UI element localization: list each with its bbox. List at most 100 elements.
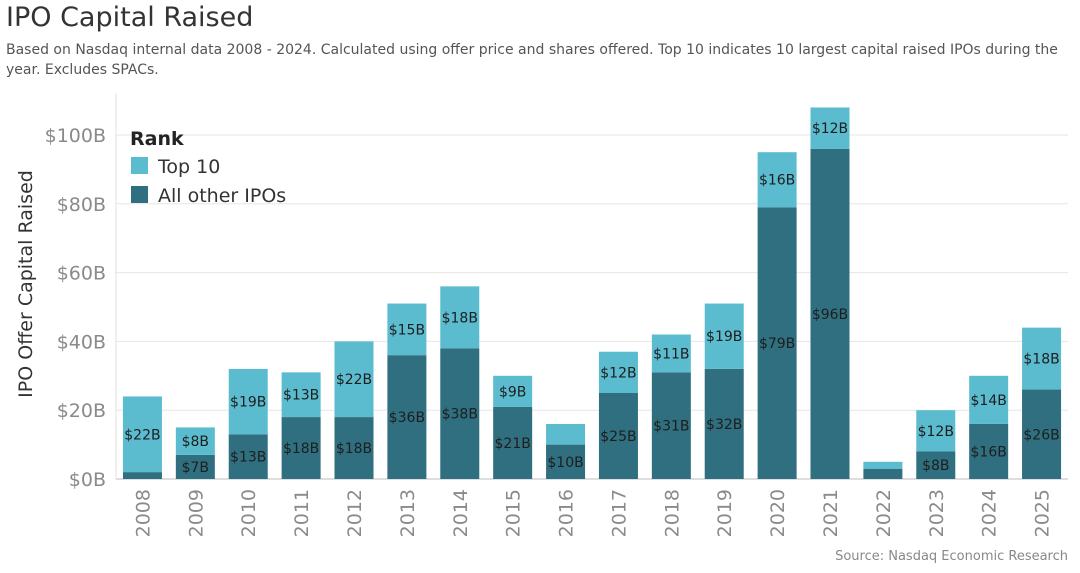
bar-top10-2012 — [334, 341, 374, 418]
bar-other-2023 — [916, 451, 956, 479]
y-tick-label: $80B — [57, 194, 106, 216]
data-label-top10-2008: $22B — [124, 427, 160, 443]
bars — [122, 107, 1062, 480]
x-tick-label: 2012 — [344, 489, 366, 537]
x-tick-label: 2009 — [185, 489, 207, 537]
data-label-other-2014: $38B — [442, 407, 478, 423]
bar-other-2024 — [969, 423, 1009, 479]
bar-top10-2011 — [281, 372, 321, 418]
bar-other-2012 — [334, 417, 374, 479]
bar-top10-2015 — [493, 375, 533, 407]
bar-other-2018 — [651, 372, 691, 479]
x-tick-label: 2018 — [661, 489, 683, 537]
data-label-other-2021: $96B — [812, 307, 848, 323]
bar-other-2017 — [598, 393, 638, 479]
legend-swatch-top10 — [131, 157, 148, 174]
data-label-top10-2014: $18B — [442, 310, 478, 326]
legend-swatch-other — [131, 186, 148, 203]
bar-top10-2018 — [651, 334, 691, 373]
data-label-top10-2018: $11B — [653, 346, 689, 362]
data-label-top10-2009: $8B — [182, 434, 209, 450]
x-tick-label: 2017 — [608, 489, 630, 537]
x-tick-label: 2014 — [450, 489, 472, 537]
data-labels: $22B $7B $8B $13B $19B $18B $13B $18B $22B $36B $1… — [124, 121, 1059, 476]
x-tick-label: 2020 — [767, 489, 789, 537]
data-label-other-2023: $8B — [922, 458, 949, 474]
bar-other-2019 — [704, 368, 744, 479]
legend-label-other: All other IPOs — [158, 185, 286, 207]
data-label-top10-2019: $19B — [706, 329, 742, 345]
bar-top10-2020 — [757, 152, 797, 208]
data-label-other-2020: $79B — [759, 336, 795, 352]
bar-other-2020 — [757, 207, 797, 480]
x-tick-label: 2023 — [926, 489, 948, 537]
data-label-other-2013: $36B — [389, 410, 425, 426]
x-tick-label: 2013 — [397, 489, 419, 537]
chart-title: IPO Capital Raised — [6, 2, 254, 33]
data-label-top10-2017: $12B — [600, 365, 636, 381]
bar-top10-2010 — [228, 368, 268, 435]
x-tick-label: 2021 — [820, 489, 842, 537]
bar-top10-2009 — [175, 427, 215, 455]
data-label-top10-2024: $14B — [971, 393, 1007, 409]
y-axis-ticks: $0B $20B $40B $60B $80B $100B — [45, 125, 106, 491]
bar-other-2014 — [440, 348, 480, 479]
x-tick-label: 2008 — [132, 489, 154, 537]
bar-other-2010 — [228, 434, 268, 479]
bar-other-2016 — [546, 444, 586, 479]
x-axis-ticks: 2008 2009 2010 2011 2012 2013 2014 2015 2016 2017… — [132, 489, 1053, 537]
data-label-top10-2012: $22B — [336, 372, 372, 388]
data-label-other-2018: $31B — [653, 419, 689, 435]
source-note: Source: Nasdaq Economic Research — [835, 549, 1068, 564]
data-label-top10-2013: $15B — [389, 322, 425, 338]
bar-other-2021 — [810, 148, 850, 479]
x-tick-label: 2010 — [238, 489, 260, 537]
legend-label-top10: Top 10 — [157, 156, 220, 178]
bar-other-2025 — [1022, 389, 1062, 479]
data-label-other-2009: $7B — [182, 460, 209, 476]
y-axis-label: IPO Offer Capital Raised — [15, 170, 37, 398]
bar-top10-2008 — [122, 396, 162, 473]
data-label-top10-2010: $19B — [230, 395, 266, 411]
data-label-other-2017: $25B — [600, 429, 636, 445]
bar-other-2009 — [175, 454, 215, 479]
x-tick-label: 2016 — [556, 489, 578, 537]
data-label-top10-2021: $12B — [812, 121, 848, 137]
bar-top10-2013 — [387, 303, 427, 356]
bar-top10-2021 — [810, 107, 850, 149]
x-tick-label: 2011 — [291, 489, 313, 537]
bar-top10-2014 — [440, 286, 480, 349]
data-label-top10-2015: $9B — [499, 384, 526, 400]
y-tick-label: $0B — [69, 469, 106, 491]
data-label-other-2019: $32B — [706, 417, 742, 433]
data-label-top10-2023: $12B — [918, 424, 954, 440]
data-label-top10-2011: $13B — [283, 388, 319, 404]
data-label-other-2025: $26B — [1023, 427, 1059, 443]
legend: Rank Top 10 All other IPOs — [130, 128, 286, 207]
chart-subtitle: Based on Nasdaq internal data 2008 - 202… — [6, 42, 1058, 78]
legend-title: Rank — [130, 128, 184, 150]
bar-top10-2024 — [969, 375, 1009, 424]
bar-other-2022 — [863, 468, 903, 479]
data-label-other-2012: $18B — [336, 441, 372, 457]
y-tick-label: $20B — [57, 400, 106, 422]
y-tick-label: $100B — [45, 125, 106, 147]
x-tick-label: 2022 — [873, 489, 895, 537]
data-label-other-2010: $13B — [230, 450, 266, 466]
bar-top10-2022 — [863, 461, 903, 469]
data-label-top10-2020: $16B — [759, 173, 795, 189]
bar-other-2011 — [281, 417, 321, 479]
bar-other-2008 — [122, 472, 162, 479]
data-label-other-2015: $21B — [495, 436, 531, 452]
x-tick-label: 2015 — [503, 489, 525, 537]
x-tick-label: 2025 — [1032, 489, 1054, 537]
data-label-top10-2025: $18B — [1023, 352, 1059, 368]
bar-other-2015 — [493, 406, 533, 479]
y-tick-label: $40B — [57, 331, 106, 353]
data-label-other-2011: $18B — [283, 441, 319, 457]
bar-top10-2016 — [546, 423, 586, 445]
y-tick-label: $60B — [57, 263, 106, 285]
bar-top10-2023 — [916, 410, 956, 452]
bar-top10-2019 — [704, 303, 744, 369]
